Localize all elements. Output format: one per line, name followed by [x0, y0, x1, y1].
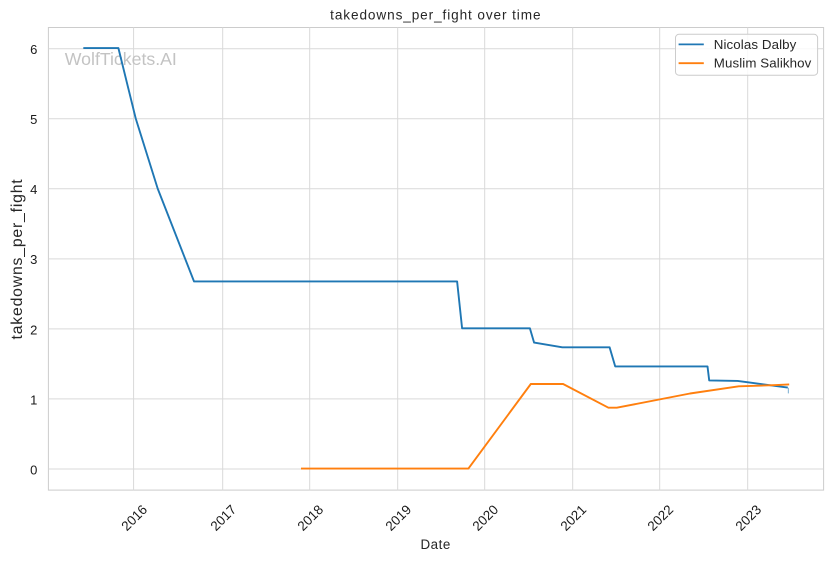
svg-text:Nicolas Dalby: Nicolas Dalby	[714, 37, 797, 52]
svg-text:5: 5	[30, 112, 37, 127]
svg-text:4: 4	[30, 182, 37, 197]
svg-text:6: 6	[30, 42, 37, 57]
svg-text:3: 3	[30, 252, 37, 267]
svg-text:0: 0	[30, 462, 37, 477]
svg-text:takedowns_per_fight over time: takedowns_per_fight over time	[330, 8, 541, 23]
svg-text:1: 1	[30, 392, 37, 407]
svg-text:Date: Date	[420, 537, 451, 552]
svg-text:2: 2	[30, 322, 37, 337]
svg-text:Muslim Salikhov: Muslim Salikhov	[714, 56, 812, 71]
svg-text:takedowns_per_fight: takedowns_per_fight	[9, 179, 26, 340]
